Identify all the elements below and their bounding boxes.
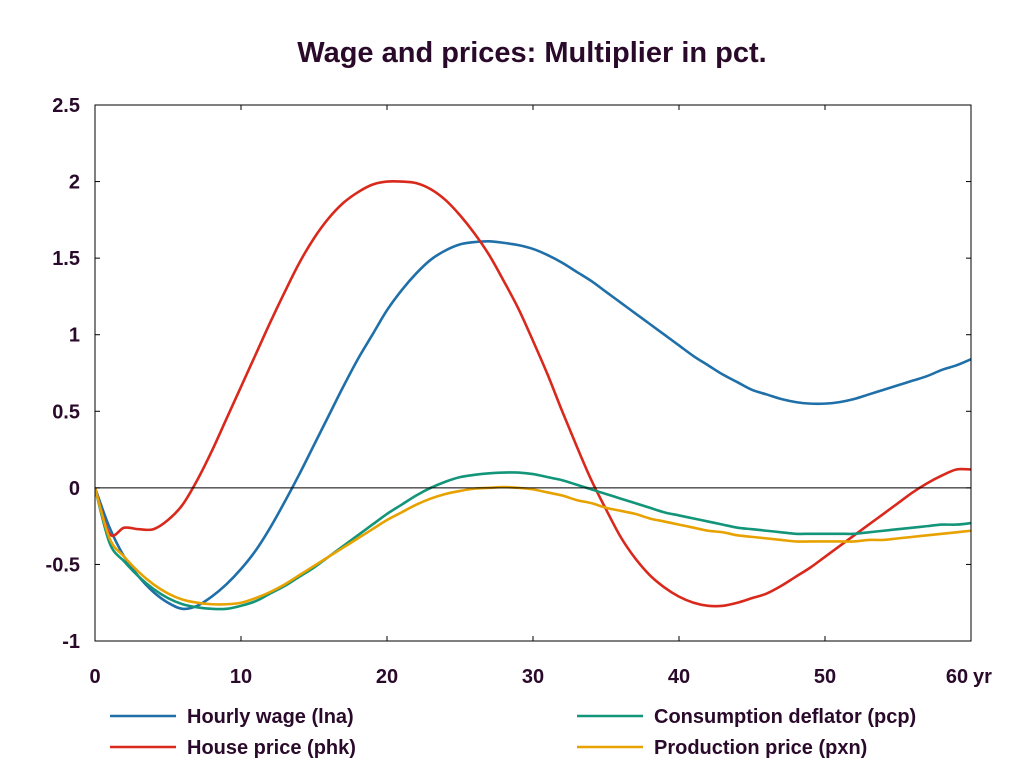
plot-area [95,179,971,611]
legend-label-1: House price (phk) [187,737,356,759]
y-tick-label: 1.5 [52,248,80,270]
series-line-3 [95,485,971,606]
y-tick-label: 2.5 [52,95,80,117]
x-unit-label: yr [973,666,992,688]
series-line-0 [95,239,971,611]
x-tick-label: 30 [522,666,544,688]
x-tick-label: 20 [376,666,398,688]
y-tick-label: 0 [69,478,80,500]
x-tick-label: 40 [668,666,690,688]
series-line-2 [95,471,971,611]
axes: -1 -0.5 0 0.5 1 1.5 2 2.5 0 10 20 30 40 50 60 yr [46,95,993,688]
plot-frame [94,104,972,642]
x-tick-label: 10 [230,666,252,688]
legend: Hourly wage (lna) House price (phk) Consum… [110,706,916,759]
y-tick-label: 0.5 [52,401,80,423]
x-tick-label: 60 [946,666,968,688]
y-tick-label: 2 [69,172,80,194]
y-tick-label: -0.5 [46,554,80,576]
x-tick-label: 50 [814,666,836,688]
legend-label-3: Production price (pxn) [654,737,867,759]
y-tick-label: 1 [69,325,80,347]
chart-title: Wage and prices: Multiplier in pct. [297,37,766,69]
legend-label-0: Hourly wage (lna) [187,706,354,728]
x-tick-label: 0 [89,666,100,688]
y-tick-label: -1 [62,631,80,653]
legend-label-2: Consumption deflator (pcp) [654,706,916,728]
series-line-1 [95,179,971,608]
